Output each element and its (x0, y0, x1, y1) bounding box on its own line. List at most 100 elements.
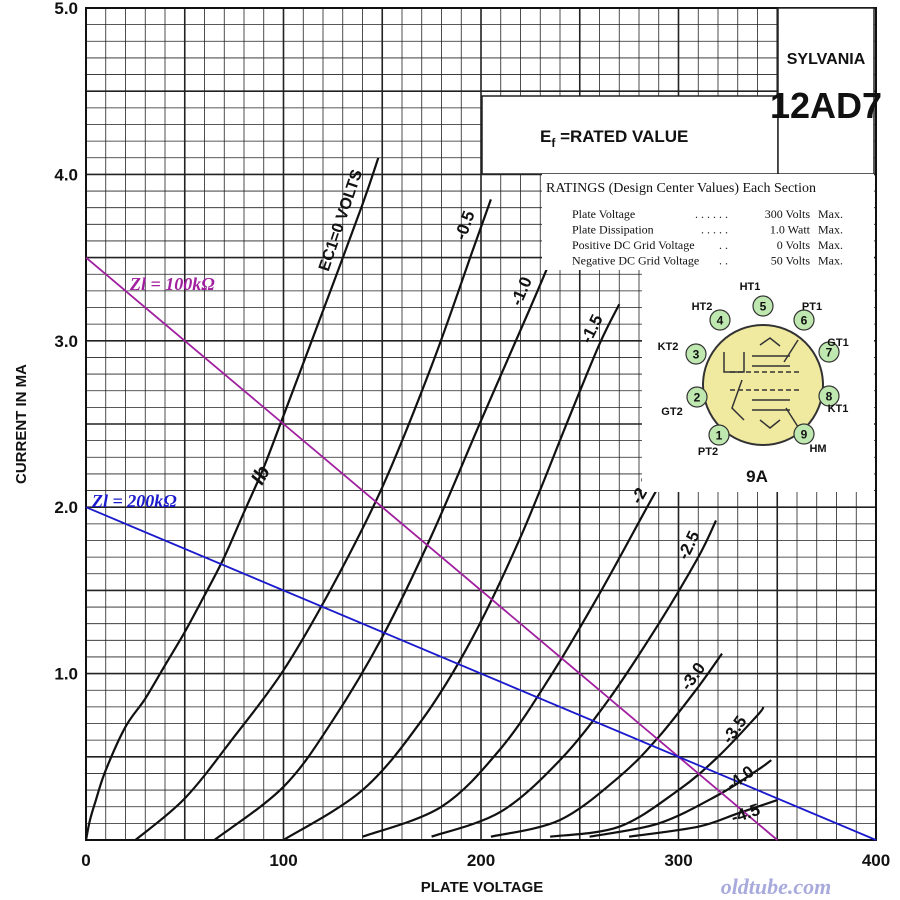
rating-limit: Max. (818, 207, 843, 221)
pin-label: KT1 (828, 403, 849, 415)
tube-type: 12AD7 (770, 85, 882, 126)
x-tick-label: 200 (467, 851, 495, 870)
pin-circle (752, 295, 774, 317)
pin-label: GT2 (661, 406, 682, 418)
pin-number: 8 (826, 390, 833, 404)
plot-frame (85, 7, 877, 841)
series-line-4 (362, 465, 672, 838)
series-line-5 (431, 520, 717, 838)
pin-number: 7 (826, 346, 833, 360)
rating-value: 1.0 Watt (770, 223, 811, 237)
pin-circle (818, 385, 840, 407)
load-lines: Zl = 100kΩ Zl = 200kΩ (85, 256, 877, 841)
rating-dots: . . (719, 238, 728, 252)
load-line-label-0: Zl = 100kΩ (129, 274, 215, 294)
rating-limit: Max. (818, 254, 843, 268)
pin-circle (709, 309, 731, 331)
y-tick-label: 4.0 (54, 165, 78, 184)
rating-limit: Max. (818, 238, 843, 252)
grid-voltage-curves (84, 157, 778, 841)
rating-row: Plate Dissipation . . . . . 1.0 Watt Max. (572, 223, 843, 237)
pin-label: PT1 (802, 301, 822, 313)
series-line-8 (589, 759, 772, 838)
rating-dots: . . . . . (701, 223, 728, 237)
rating-name: Positive DC Grid Voltage (572, 238, 695, 252)
series-line-7 (549, 706, 765, 838)
x-tick-label: 0 (81, 851, 90, 870)
pin-circle (708, 424, 730, 446)
series-line-3 (282, 303, 621, 841)
series-label-6: -3.0 (677, 659, 709, 694)
y-tick-label: 5.0 (54, 0, 78, 18)
base-code: 9A (746, 467, 768, 486)
x-tick-label: 100 (269, 851, 297, 870)
load-line-label-1: Zl = 200kΩ (91, 491, 177, 511)
series-line-9 (628, 799, 778, 838)
x-tick-label: 300 (664, 851, 692, 870)
y-tick-label: 3.0 (54, 332, 78, 351)
y-tick-label: 2.0 (54, 498, 78, 517)
rating-limit: Max. (818, 223, 843, 237)
pin-number: 2 (694, 391, 701, 405)
pin-label: HM (809, 443, 826, 455)
chart-axes: 0 100 200 300 400 1.0 2.0 3.0 4.0 5.0 PLATE VOLTAG… (13, 0, 890, 896)
pin-circle (818, 341, 840, 363)
rating-name: Plate Dissipation (572, 223, 654, 237)
pin-number: 1 (716, 429, 723, 443)
pin-number: 4 (717, 314, 724, 328)
series-label-7: -3.5 (718, 712, 750, 747)
series-line-0 (84, 157, 380, 841)
pin-circle (793, 309, 815, 331)
ib-label: Ib (247, 462, 275, 488)
pin-circle (793, 423, 815, 445)
manufacturer-name: SYLVANIA (787, 51, 866, 68)
y-axis-label: CURRENT IN MA (13, 364, 30, 484)
watermark: oldtube.com (721, 874, 832, 899)
series-label-1: -0.5 (451, 208, 479, 242)
pin-number: 6 (801, 314, 808, 328)
ratings-title: RATINGS (Design Center Values) Each Sect… (546, 181, 816, 196)
x-tick-label: 400 (862, 851, 890, 870)
rating-row: Positive DC Grid Voltage . . 0 Volts Max. (572, 238, 843, 252)
pin-circle (685, 343, 707, 365)
ratings-panel: RATINGS (Design Center Values) Each Sect… (542, 174, 874, 270)
pin-label: KT2 (658, 341, 679, 353)
pin-9: 9HM (793, 423, 827, 455)
rating-dots: . . . . . . (695, 207, 728, 221)
load-line-1 (85, 506, 877, 841)
rating-name: Plate Voltage (572, 207, 635, 221)
chart-grid (85, 7, 877, 841)
pin-4: 4 HT2 (692, 301, 731, 331)
rating-value: 300 Volts (765, 207, 811, 221)
rating-row: Plate Voltage . . . . . . 300 Volts Max. (572, 207, 843, 221)
ef-box: Ef =RATED VALUE (481, 95, 779, 175)
pin-label: HT1 (740, 281, 761, 293)
rating-row: Negative DC Grid Voltage . . 50 Volts Max. (572, 254, 843, 268)
ratings-table: Plate Voltage. . . . . . 300 Volts Max.Pla… (572, 207, 843, 268)
series-line-2 (213, 265, 550, 841)
pin-number: 5 (760, 300, 767, 314)
pin-circle (686, 386, 708, 408)
tube-id-box: SYLVANIA 12AD7 (770, 7, 882, 175)
pin-3: 3 KT2 (658, 341, 707, 365)
series-line-6 (490, 652, 723, 838)
rating-dots: . . (719, 254, 728, 268)
tube-envelope (702, 324, 824, 446)
pin-number: 9 (801, 428, 808, 442)
pin-label: GT1 (827, 337, 848, 349)
series-line-1 (134, 199, 492, 841)
y-tick-label: 1.0 (54, 665, 78, 684)
pin-5: 5 HT1 (740, 281, 774, 317)
rating-name: Negative DC Grid Voltage (572, 254, 699, 268)
rating-value: 50 Volts (771, 254, 811, 268)
pin-label: HT2 (692, 301, 713, 313)
pin-number: 3 (693, 348, 700, 362)
ef-label: Ef =RATED VALUE (540, 127, 688, 150)
